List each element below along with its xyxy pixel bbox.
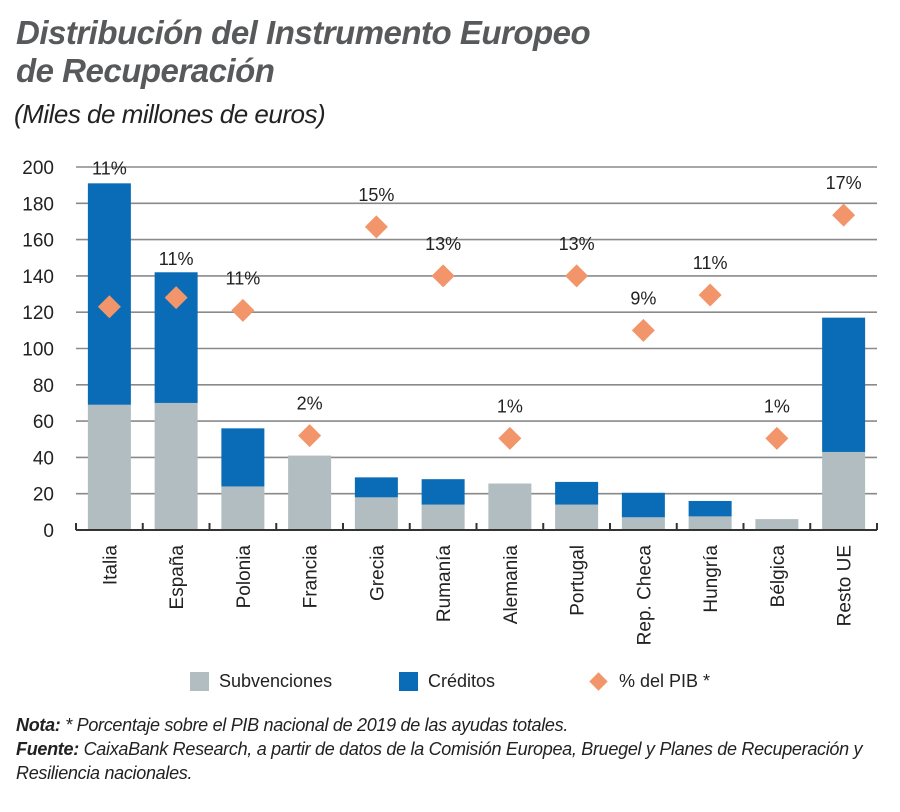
y-tick-label: 200 <box>22 158 54 179</box>
x-category-label: Bélgica <box>768 545 789 608</box>
legend-label-subvenciones: Subvenciones <box>219 671 333 691</box>
pib-marker <box>97 295 121 319</box>
legend: Subvenciones Créditos % del PIB * <box>0 671 900 699</box>
y-tick-label: 20 <box>33 485 54 506</box>
bar-subvenciones <box>688 516 732 530</box>
nota-line: Nota: * Porcentaje sobre el PIB nacional… <box>16 713 886 737</box>
pib-marker-label: 1% <box>497 396 523 416</box>
pib-marker-label: 11% <box>92 158 127 178</box>
x-category-label: Portugal <box>568 545 589 616</box>
bars <box>87 183 866 530</box>
bar-subvenciones <box>154 402 198 530</box>
bar-subvenciones <box>621 517 665 530</box>
fuente-text: CaixaBank Research, a partir de datos de… <box>16 739 863 783</box>
pib-marker <box>431 264 455 288</box>
chart-title-line-2: de Recuperación <box>16 52 275 89</box>
pib-marker <box>631 318 655 342</box>
y-tick-label: 100 <box>22 340 54 361</box>
pib-marker-label: 11% <box>693 253 728 273</box>
bar-creditos <box>221 428 265 487</box>
bar-creditos <box>421 479 465 505</box>
pib-marker <box>498 426 522 450</box>
y-tick-label: 180 <box>22 194 54 215</box>
pib-marker-label: 15% <box>358 185 394 205</box>
x-category-label: Resto UE <box>835 545 856 626</box>
y-tick-label: 160 <box>22 231 54 252</box>
chart-subtitle: (Miles de millones de euros) <box>14 99 326 129</box>
x-category-label: Francia <box>301 545 322 609</box>
bar-creditos <box>354 477 398 498</box>
bar-subvenciones <box>221 486 265 530</box>
x-category-label: Rumanía <box>434 545 455 623</box>
x-category-label: Hungría <box>701 545 722 613</box>
bar-creditos <box>688 500 732 517</box>
pib-marker <box>364 215 388 239</box>
pib-marker <box>231 298 255 322</box>
x-axis <box>75 523 878 531</box>
pib-marker-label: 13% <box>425 234 461 254</box>
x-category-label: Alemania <box>501 545 522 625</box>
pib-marker-label: 17% <box>826 173 862 193</box>
y-tick-label: 120 <box>22 303 54 324</box>
pib-marker <box>298 424 322 448</box>
x-category-label: Rep. Checa <box>634 545 655 646</box>
legend-swatch-creditos <box>399 672 418 691</box>
pib-marker-label: 1% <box>764 396 790 416</box>
pib-marker <box>164 286 188 310</box>
bar-creditos <box>822 317 866 452</box>
bar-subvenciones <box>421 504 465 530</box>
x-category-label: España <box>167 545 188 610</box>
fuente-line: Fuente: CaixaBank Research, a partir de … <box>16 737 886 785</box>
pib-marker-label: 2% <box>297 394 323 414</box>
y-tick-label: 60 <box>33 412 54 433</box>
pib-marker-label: 9% <box>630 288 656 308</box>
pib-marker-label: 11% <box>159 249 194 269</box>
y-tick-label: 140 <box>22 267 54 288</box>
pib-markers: 11% 11% 11% 2% 15% 13% 1% 13% 9% 11% 1% 17% <box>92 158 862 450</box>
pib-marker <box>565 264 589 288</box>
y-tick-label: 80 <box>33 376 54 397</box>
bar-creditos <box>87 183 131 405</box>
bar-creditos <box>621 492 665 518</box>
y-tick-label: 0 <box>43 521 54 542</box>
bar-subvenciones <box>288 455 332 530</box>
x-category-label: Italia <box>100 545 121 586</box>
legend-item-creditos: Créditos <box>399 671 495 692</box>
nota-label: Nota: <box>16 715 61 735</box>
pib-marker <box>832 203 856 227</box>
nota-text: * Porcentaje sobre el PIB nacional de 20… <box>60 715 569 735</box>
y-tick-label: 40 <box>33 448 54 469</box>
y-axis-ticks: 0 20 40 60 80 100 120 140 160 180 200 <box>22 158 54 542</box>
x-category-label: Polonia <box>234 545 255 609</box>
legend-item-subvenciones: Subvenciones <box>190 671 332 692</box>
pib-marker-label: 13% <box>559 234 595 254</box>
legend-diamond-icon <box>589 672 608 691</box>
fuente-label: Fuente: <box>16 739 79 759</box>
legend-label-creditos: Créditos <box>428 671 496 691</box>
pib-marker <box>765 426 789 450</box>
x-axis-labels: Italia España Polonia Francia Grecia Rumanía A… <box>100 545 855 646</box>
chart-title-line-1: Distribución del Instrumento Europeo <box>16 14 591 51</box>
legend-item-pib: % del PIB * <box>588 671 710 692</box>
legend-swatch-subvenciones <box>190 672 209 691</box>
bar-creditos <box>555 481 599 505</box>
gridlines <box>76 166 877 495</box>
bar-subvenciones <box>87 404 131 530</box>
chart-title: Distribución del Instrumento Europeo de … <box>16 14 591 90</box>
legend-label-pib: % del PIB * <box>619 671 711 691</box>
pib-marker <box>698 283 722 307</box>
footnotes: Nota: * Porcentaje sobre el PIB nacional… <box>16 713 886 785</box>
x-category-label: Grecia <box>367 545 388 601</box>
pib-marker-label: 11% <box>226 268 261 288</box>
bar-subvenciones <box>488 483 532 530</box>
bar-subvenciones <box>755 519 799 530</box>
bar-subvenciones <box>822 451 866 530</box>
chart-canvas: 0 20 40 60 80 100 120 140 160 180 200 Italia España… <box>22 158 878 646</box>
bar-subvenciones <box>555 504 599 530</box>
bar-subvenciones <box>354 497 398 530</box>
